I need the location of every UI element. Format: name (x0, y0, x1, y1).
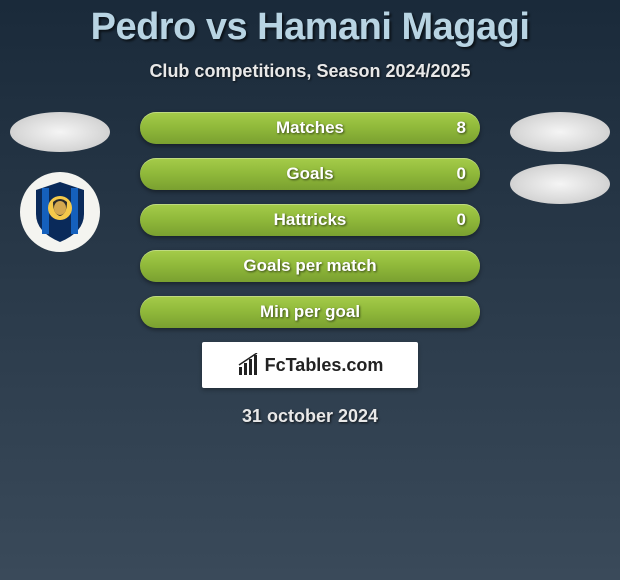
stat-bar-hattricks: Hattricks 0 (140, 204, 480, 236)
player-avatar-right-1 (510, 112, 610, 152)
stat-value: 8 (457, 118, 466, 138)
stat-value: 0 (457, 210, 466, 230)
stat-value: 0 (457, 164, 466, 184)
stat-label: Goals (286, 164, 333, 184)
club-crest (20, 172, 100, 252)
player-avatar-right-2 (510, 164, 610, 204)
stat-bars: Matches 8 Goals 0 Hattricks 0 Goals per … (140, 112, 480, 328)
page-subtitle: Club competitions, Season 2024/2025 (0, 61, 620, 82)
attribution-label: FcTables.com (237, 353, 384, 377)
stat-bar-goals-per-match: Goals per match (140, 250, 480, 282)
stat-bar-matches: Matches 8 (140, 112, 480, 144)
comparison-infographic: Pedro vs Hamani Magagi Club competitions… (0, 0, 620, 580)
attribution-badge: FcTables.com (202, 342, 418, 388)
stat-label: Min per goal (260, 302, 360, 322)
chart-icon (237, 353, 261, 377)
stat-label: Matches (276, 118, 344, 138)
content-area: Matches 8 Goals 0 Hattricks 0 Goals per … (0, 112, 620, 427)
page-title: Pedro vs Hamani Magagi (0, 0, 620, 49)
stat-bar-min-per-goal: Min per goal (140, 296, 480, 328)
stat-bar-goals: Goals 0 (140, 158, 480, 190)
date-label: 31 october 2024 (0, 406, 620, 427)
attribution-text: FcTables.com (265, 355, 384, 376)
crest-icon (28, 180, 92, 244)
stat-label: Goals per match (243, 256, 376, 276)
player-avatar-left (10, 112, 110, 152)
stat-label: Hattricks (274, 210, 347, 230)
